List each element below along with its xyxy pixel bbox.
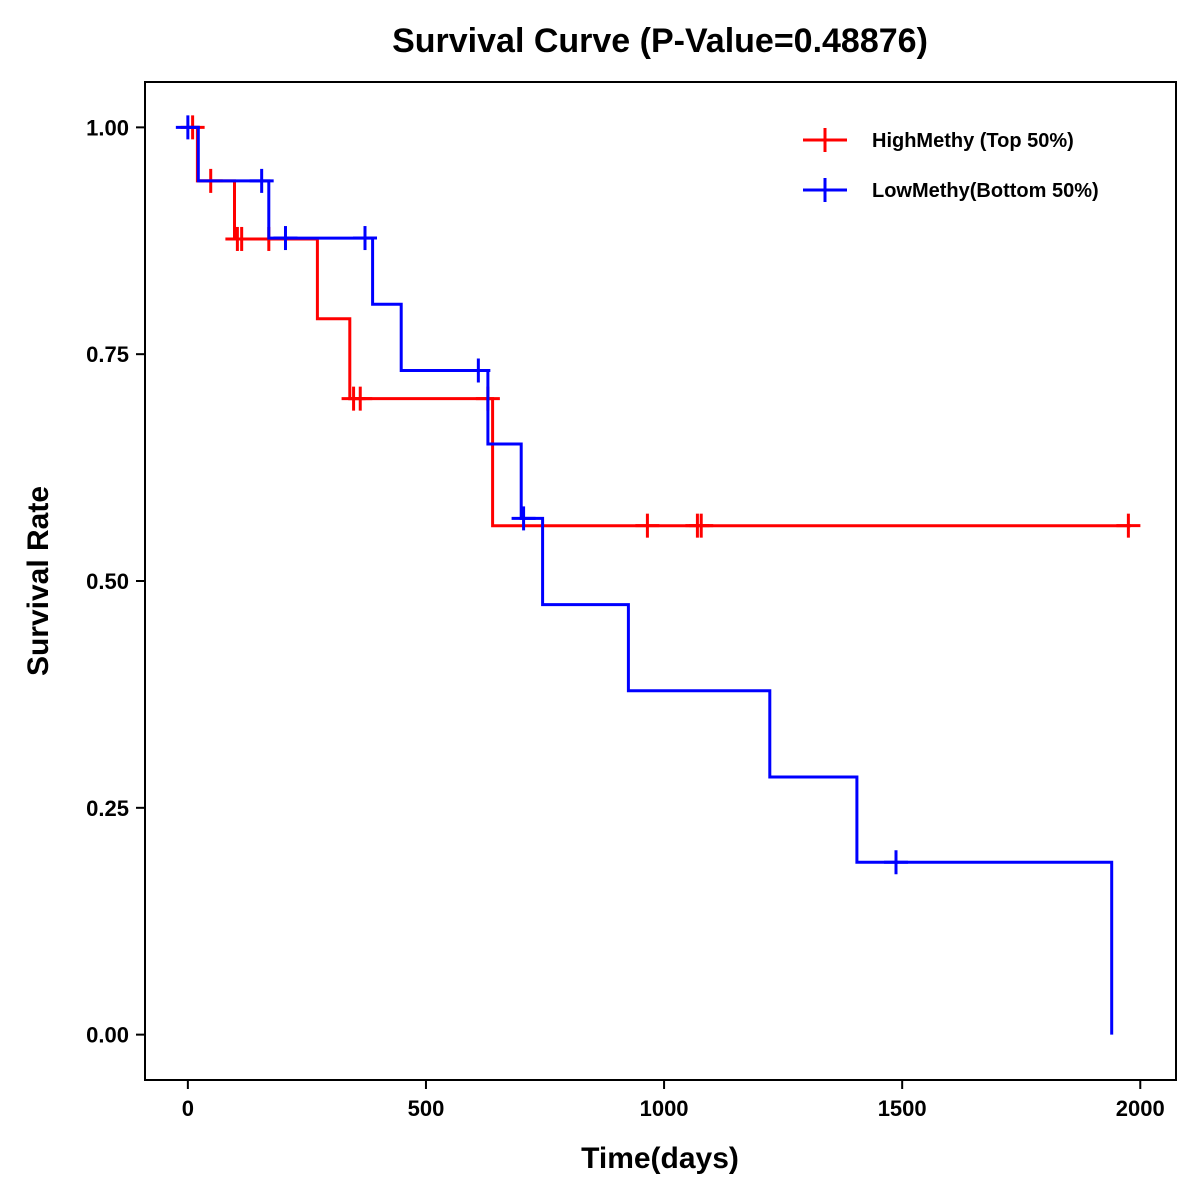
x-tick-label: 0 bbox=[182, 1096, 194, 1121]
plot-area-border bbox=[144, 81, 1177, 1081]
x-axis-title: Time(days) bbox=[581, 1142, 739, 1175]
y-tick-label: 0.75 bbox=[86, 342, 129, 367]
y-axis: 0.00 0.25 0.50 0.75 1.00 bbox=[86, 115, 145, 1048]
y-tick-label: 0.25 bbox=[86, 796, 129, 821]
y-tick-label: 0.00 bbox=[86, 1023, 129, 1048]
x-axis: 0 500 1000 1500 2000 bbox=[182, 1080, 1165, 1121]
legend-label: LowMethy(Bottom 50%) bbox=[872, 180, 1099, 202]
legend-label: HighMethy (Top 50%) bbox=[872, 130, 1074, 152]
y-tick-label: 1.00 bbox=[86, 115, 129, 140]
y-tick-label: 0.50 bbox=[86, 569, 129, 594]
series-line-2 bbox=[187, 125, 1114, 1035]
x-tick-label: 1500 bbox=[878, 1096, 927, 1121]
x-tick-label: 1000 bbox=[640, 1096, 689, 1121]
y-axis-title: Survival Rate bbox=[22, 486, 55, 676]
series-layer bbox=[175, 115, 1141, 1035]
x-tick-label: 500 bbox=[408, 1096, 445, 1121]
legend: HighMethy (Top 50%) LowMethy(Bottom 50%) bbox=[803, 128, 1099, 202]
x-tick-label: 2000 bbox=[1116, 1096, 1165, 1121]
chart-title: Survival Curve (P-Value=0.48876) bbox=[392, 22, 928, 60]
